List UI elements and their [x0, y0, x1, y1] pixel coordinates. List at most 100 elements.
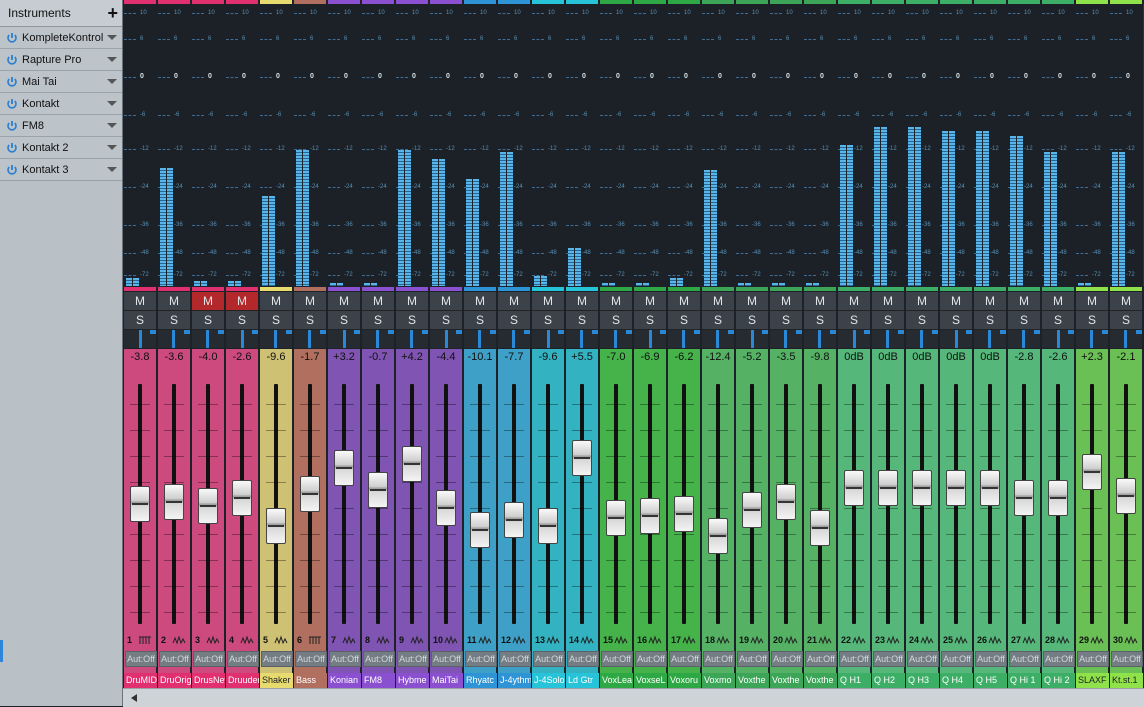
- automation-button[interactable]: Aut:Off: [1009, 651, 1041, 667]
- pan-control[interactable]: [328, 330, 360, 348]
- mute-button[interactable]: M: [362, 292, 394, 311]
- volume-fader[interactable]: [640, 498, 660, 534]
- channel-name[interactable]: DrusNew: [192, 673, 225, 688]
- pan-control[interactable]: [1042, 330, 1074, 348]
- solo-button[interactable]: S: [838, 311, 870, 330]
- pan-control[interactable]: [124, 330, 156, 348]
- automation-button[interactable]: Aut:Off: [431, 651, 463, 667]
- solo-button[interactable]: S: [600, 311, 632, 330]
- mute-button[interactable]: M: [158, 292, 190, 311]
- volume-fader[interactable]: [1014, 480, 1034, 516]
- mute-button[interactable]: M: [1110, 292, 1142, 311]
- fader-track[interactable]: [716, 384, 720, 624]
- automation-button[interactable]: Aut:Off: [125, 651, 157, 667]
- channel-name[interactable]: Voxmo: [702, 673, 735, 688]
- pan-control[interactable]: [192, 330, 224, 348]
- power-icon[interactable]: [6, 54, 18, 66]
- pan-control[interactable]: [974, 330, 1006, 348]
- volume-fader[interactable]: [708, 518, 728, 554]
- channel-name[interactable]: Ld Gtr: [566, 673, 599, 688]
- instrument-item[interactable]: Mai Tai: [0, 71, 122, 93]
- automation-button[interactable]: Aut:Off: [1077, 651, 1109, 667]
- channel-name[interactable]: J-4ythm: [498, 673, 531, 688]
- volume-fader[interactable]: [504, 502, 524, 538]
- channel-name[interactable]: DruOrig: [158, 673, 191, 688]
- fader-track[interactable]: [1090, 384, 1094, 624]
- solo-button[interactable]: S: [634, 311, 666, 330]
- volume-fader[interactable]: [232, 480, 252, 516]
- volume-fader[interactable]: [198, 488, 218, 524]
- pan-control[interactable]: [226, 330, 258, 348]
- volume-fader[interactable]: [538, 508, 558, 544]
- mute-button[interactable]: M: [974, 292, 1006, 311]
- solo-button[interactable]: S: [668, 311, 700, 330]
- mute-button[interactable]: M: [430, 292, 462, 311]
- solo-button[interactable]: S: [566, 311, 598, 330]
- fader-track[interactable]: [818, 384, 822, 624]
- volume-fader[interactable]: [844, 470, 864, 506]
- automation-button[interactable]: Aut:Off: [771, 651, 803, 667]
- solo-button[interactable]: S: [498, 311, 530, 330]
- pan-control[interactable]: [362, 330, 394, 348]
- automation-button[interactable]: Aut:Off: [805, 651, 837, 667]
- channel-name[interactable]: Q Hi 1: [1008, 673, 1041, 688]
- automation-button[interactable]: Aut:Off: [907, 651, 939, 667]
- chevron-down-icon[interactable]: [107, 79, 117, 84]
- pan-control[interactable]: [838, 330, 870, 348]
- automation-button[interactable]: Aut:Off: [499, 651, 531, 667]
- instrument-item[interactable]: Rapture Pro: [0, 49, 122, 71]
- mute-button[interactable]: M: [906, 292, 938, 311]
- volume-fader[interactable]: [334, 450, 354, 486]
- mute-button[interactable]: M: [940, 292, 972, 311]
- fader-track[interactable]: [410, 384, 414, 624]
- pan-control[interactable]: [940, 330, 972, 348]
- volume-fader[interactable]: [742, 492, 762, 528]
- power-icon[interactable]: [6, 32, 18, 44]
- automation-button[interactable]: Aut:Off: [601, 651, 633, 667]
- pan-control[interactable]: [260, 330, 292, 348]
- volume-fader[interactable]: [1082, 454, 1102, 490]
- solo-button[interactable]: S: [260, 311, 292, 330]
- channel-name[interactable]: Voxthe: [804, 673, 837, 688]
- add-instrument-button[interactable]: +: [107, 3, 118, 23]
- solo-button[interactable]: S: [940, 311, 972, 330]
- fader-track[interactable]: [580, 384, 584, 624]
- solo-button[interactable]: S: [362, 311, 394, 330]
- volume-fader[interactable]: [402, 446, 422, 482]
- solo-button[interactable]: S: [158, 311, 190, 330]
- automation-button[interactable]: Aut:Off: [533, 651, 565, 667]
- automation-button[interactable]: Aut:Off: [193, 651, 225, 667]
- channel-name[interactable]: Rhyatc: [464, 673, 497, 688]
- volume-fader[interactable]: [368, 472, 388, 508]
- channel-name[interactable]: J-4Solo: [532, 673, 565, 688]
- automation-button[interactable]: Aut:Off: [227, 651, 259, 667]
- mute-button[interactable]: M: [532, 292, 564, 311]
- channel-name[interactable]: Q H3: [906, 673, 939, 688]
- channel-name[interactable]: DruMID: [124, 673, 157, 688]
- instrument-item[interactable]: Kontakt 2: [0, 137, 122, 159]
- automation-button[interactable]: Aut:Off: [635, 651, 667, 667]
- channel-name[interactable]: Q H1: [838, 673, 871, 688]
- solo-button[interactable]: S: [294, 311, 326, 330]
- channel-name[interactable]: FM8: [362, 673, 395, 688]
- chevron-down-icon[interactable]: [107, 101, 117, 106]
- solo-button[interactable]: S: [532, 311, 564, 330]
- solo-button[interactable]: S: [702, 311, 734, 330]
- pan-control[interactable]: [1008, 330, 1040, 348]
- channel-name[interactable]: Q H2: [872, 673, 905, 688]
- pan-control[interactable]: [736, 330, 768, 348]
- power-icon[interactable]: [6, 164, 18, 176]
- pan-control[interactable]: [1076, 330, 1108, 348]
- pan-control[interactable]: [566, 330, 598, 348]
- automation-button[interactable]: Aut:Off: [295, 651, 327, 667]
- mute-button[interactable]: M: [566, 292, 598, 311]
- automation-button[interactable]: Aut:Off: [329, 651, 361, 667]
- automation-button[interactable]: Aut:Off: [737, 651, 769, 667]
- mute-button[interactable]: M: [770, 292, 802, 311]
- solo-button[interactable]: S: [770, 311, 802, 330]
- fader-track[interactable]: [478, 384, 482, 624]
- solo-button[interactable]: S: [396, 311, 428, 330]
- solo-button[interactable]: S: [1076, 311, 1108, 330]
- solo-button[interactable]: S: [804, 311, 836, 330]
- pan-control[interactable]: [634, 330, 666, 348]
